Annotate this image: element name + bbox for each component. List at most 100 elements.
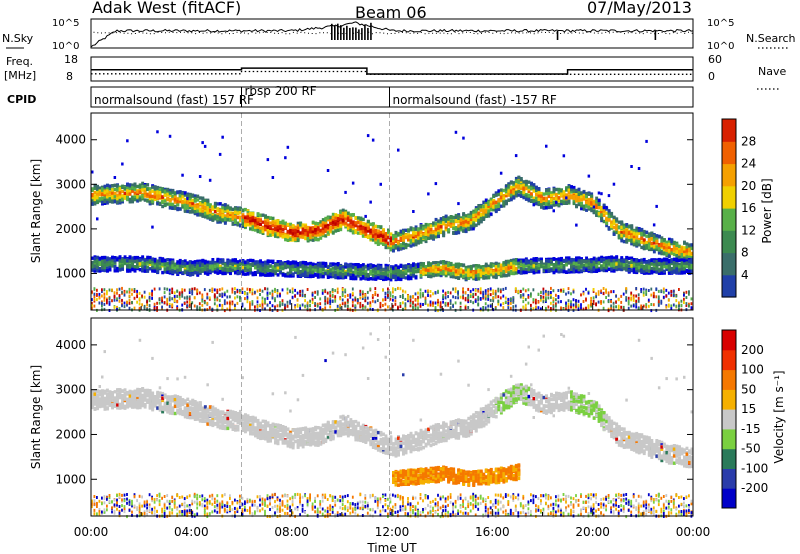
range-cell	[299, 264, 303, 269]
range-cell	[216, 261, 220, 265]
range-cell	[289, 264, 293, 269]
range-cell	[191, 207, 195, 212]
range-cell	[427, 266, 430, 270]
range-cell	[296, 221, 300, 226]
clutter-cell	[289, 301, 291, 305]
range-cell	[482, 265, 486, 269]
range-cell	[241, 263, 245, 267]
range-cell	[221, 266, 225, 270]
range-cell	[208, 210, 212, 214]
clutter-cell	[291, 295, 294, 299]
range-cell	[354, 276, 358, 280]
range-cell	[96, 200, 99, 204]
range-cell	[128, 189, 132, 194]
clutter-cell	[208, 288, 211, 292]
clutter-cell	[314, 296, 316, 299]
range-cell	[474, 277, 478, 281]
sparse-cell	[266, 158, 270, 162]
range-cell	[437, 272, 440, 276]
range-cell	[118, 198, 122, 203]
range-cell	[424, 229, 428, 233]
clutter-cell	[106, 301, 108, 305]
nsky-label: N.Sky	[2, 32, 34, 45]
clutter-cell	[98, 292, 101, 296]
range-cell	[296, 238, 300, 243]
range-cell	[244, 267, 247, 271]
range-cell	[213, 217, 217, 221]
range-cell	[447, 217, 451, 221]
range-cell	[259, 213, 262, 217]
range-cell	[326, 229, 330, 233]
clutter-cell	[128, 301, 131, 305]
range-cell	[118, 195, 122, 200]
range-cell	[366, 226, 370, 231]
range-cell	[371, 238, 375, 242]
clutter-cell	[414, 303, 417, 307]
clutter-cell	[329, 305, 332, 309]
range-cell	[359, 216, 363, 220]
range-cell	[108, 184, 112, 188]
clutter-cell	[437, 303, 439, 307]
clutter-cell	[193, 287, 196, 291]
range-cell	[133, 195, 137, 199]
clutter-cell	[454, 301, 457, 305]
range-cell	[326, 269, 330, 274]
range-cell	[404, 269, 408, 273]
range-cell	[336, 225, 340, 229]
clutter-cell	[442, 294, 444, 298]
clutter-cell	[128, 287, 131, 291]
range-cell	[474, 210, 478, 214]
range-cell	[306, 233, 310, 237]
range-cell	[316, 230, 320, 235]
clutter-cell	[296, 291, 299, 295]
clutter-cell	[492, 289, 495, 293]
range-cell	[417, 236, 420, 240]
range-cell	[218, 266, 222, 271]
range-cell	[161, 204, 165, 209]
clutter-cell	[334, 295, 337, 299]
range-cell	[269, 229, 272, 234]
range-cell	[359, 277, 363, 281]
range-cell	[181, 271, 185, 275]
sparse-cell	[121, 162, 124, 166]
range-cell	[301, 269, 305, 274]
clutter-cell	[158, 297, 161, 301]
clutter-cell	[427, 289, 429, 293]
range-cell	[301, 227, 305, 231]
range-cell	[126, 197, 129, 202]
clutter-cell	[249, 304, 251, 308]
range-cell	[482, 204, 486, 209]
range-cell	[191, 198, 195, 203]
clutter-cell	[464, 291, 467, 295]
range-cell	[419, 230, 423, 234]
range-cell	[173, 200, 177, 204]
range-cell	[218, 259, 222, 264]
range-cell	[281, 219, 285, 224]
nsearch-tick-bottom: 10^0	[707, 41, 734, 52]
range-cell	[364, 226, 368, 231]
clutter-cell	[424, 301, 427, 305]
range-cell	[294, 229, 298, 233]
range-cell	[397, 241, 400, 245]
clutter-cell	[178, 294, 181, 298]
clutter-cell	[116, 307, 118, 311]
range-cell	[321, 218, 325, 222]
range-cell	[439, 217, 443, 221]
range-cell	[201, 205, 205, 209]
sparse-cell	[156, 130, 159, 134]
range-cell	[206, 206, 210, 210]
range-cell	[123, 257, 127, 261]
range-cell	[181, 195, 185, 199]
range-cell	[244, 260, 247, 264]
range-cell	[208, 261, 212, 265]
range-cell	[494, 208, 498, 212]
range-cell	[442, 266, 446, 271]
clutter-cell	[121, 290, 123, 294]
clutter-cell	[444, 303, 447, 307]
clutter-cell	[409, 300, 412, 304]
range-cell	[186, 271, 190, 276]
range-cell	[113, 194, 117, 199]
clutter-cell	[98, 296, 101, 300]
range-cell	[467, 270, 471, 274]
sparse-cell	[286, 145, 290, 149]
